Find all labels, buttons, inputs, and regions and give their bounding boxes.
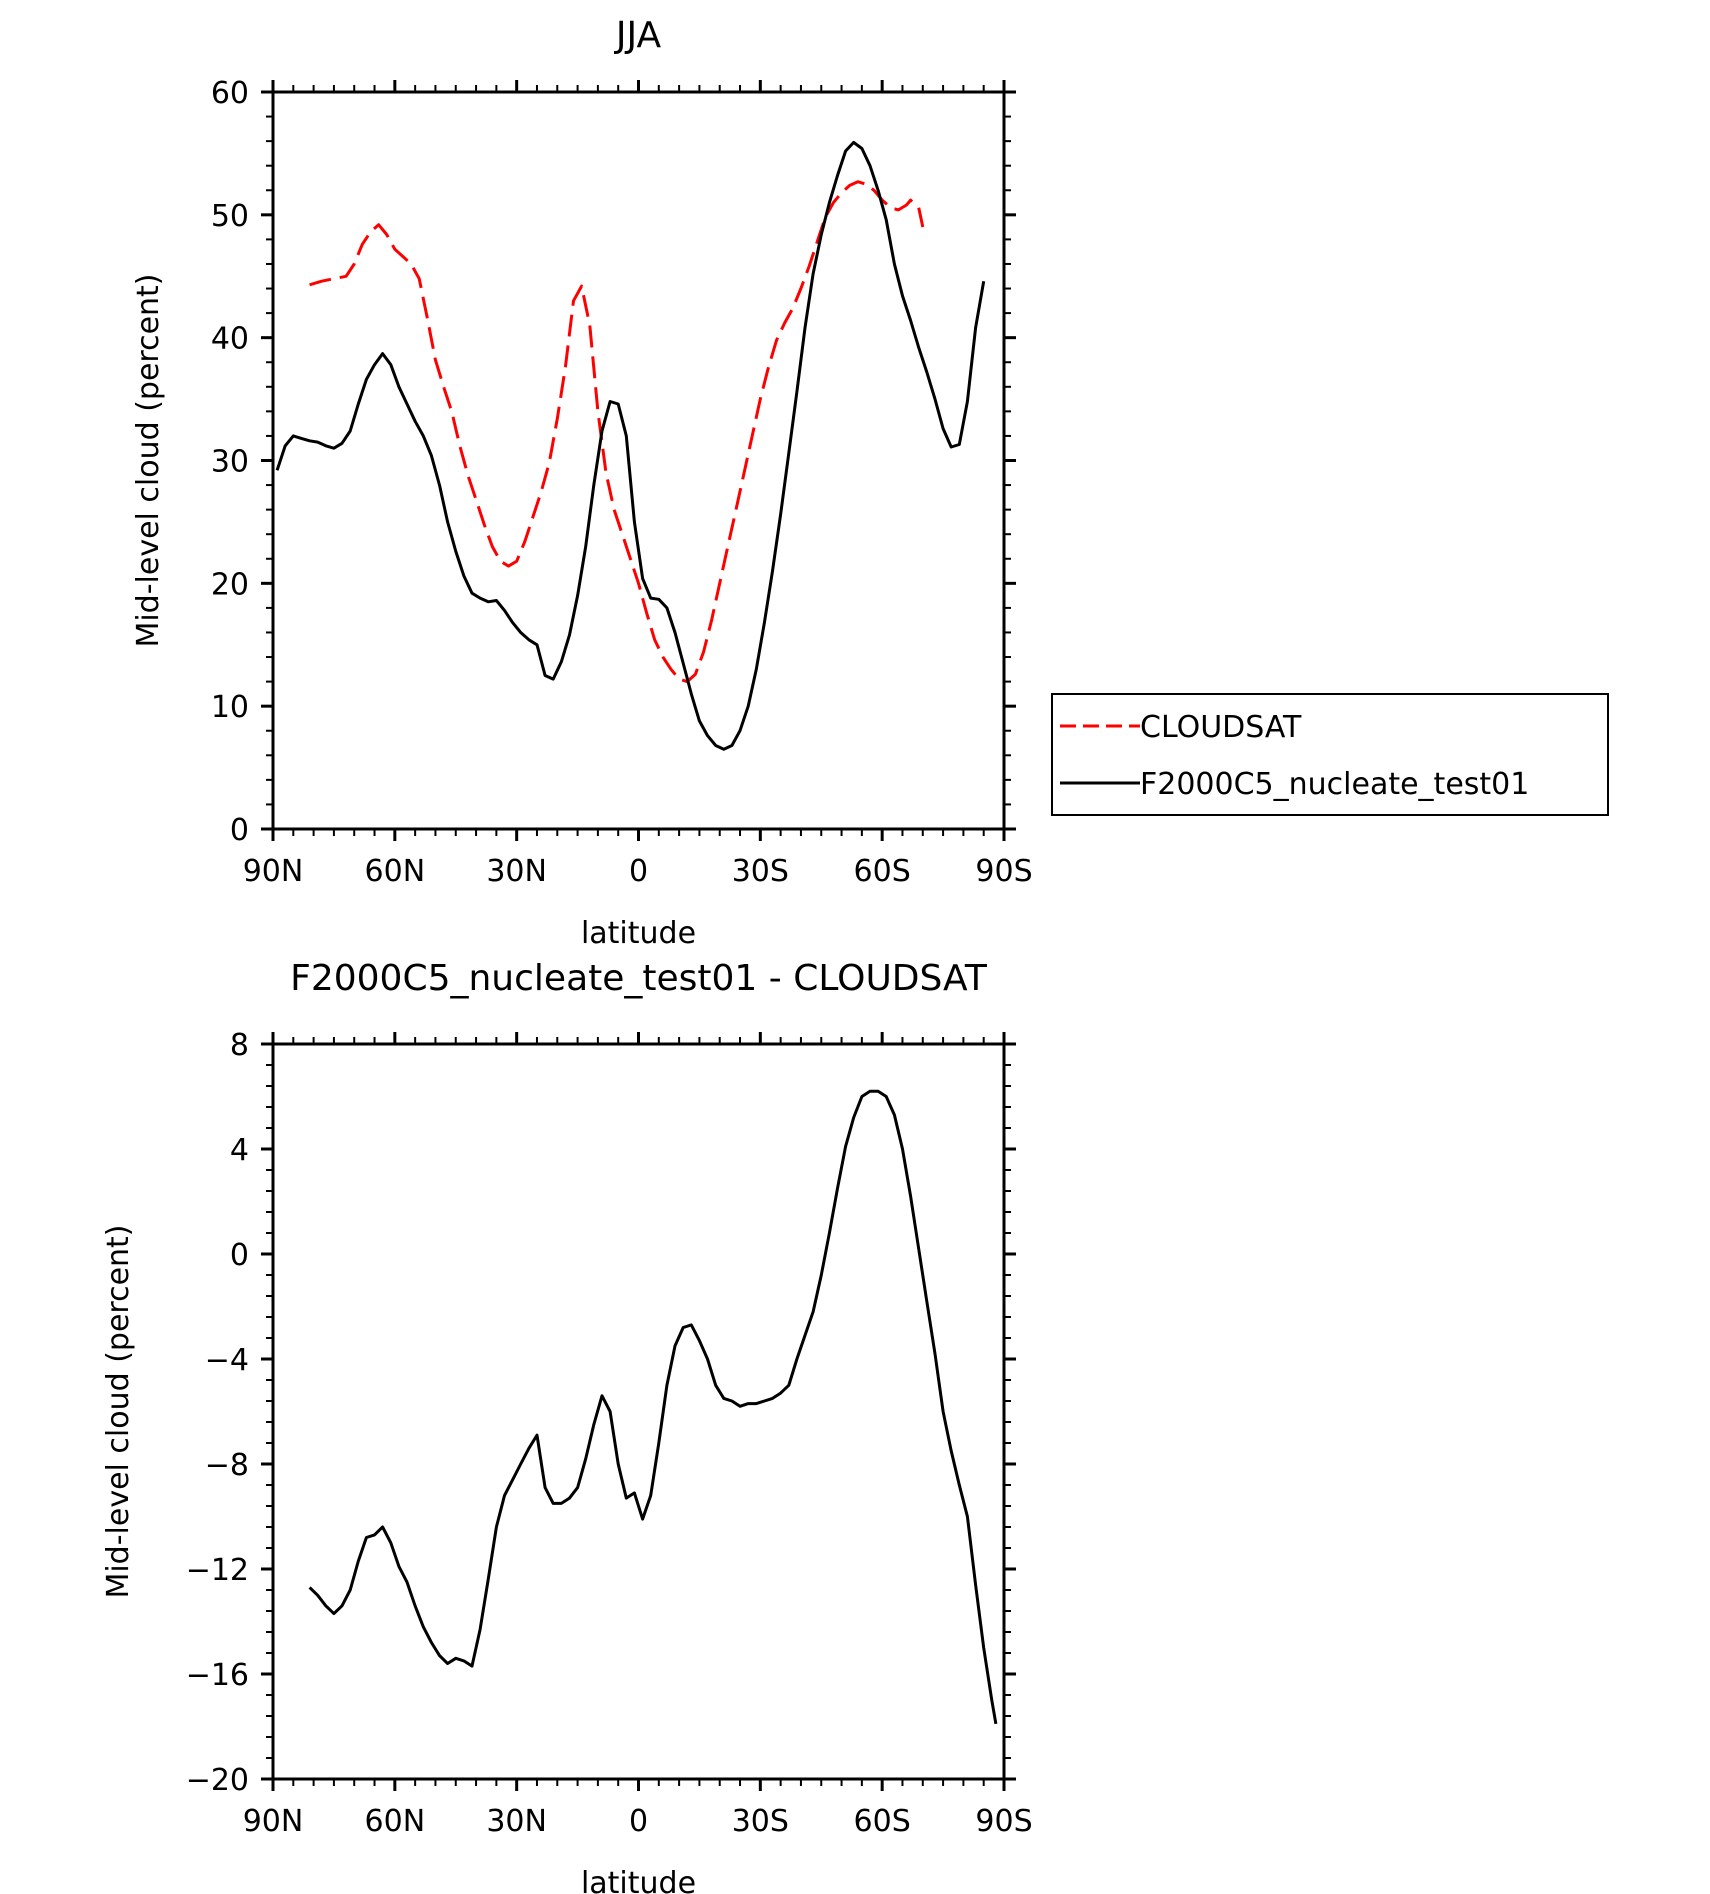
x-tick-label: 30S <box>732 1804 789 1839</box>
y-axis-label: Mid-level cloud (percent) <box>101 1224 136 1598</box>
chart-title: F2000C5_nucleate_test01 - CLOUDSAT <box>290 958 988 999</box>
legend-label: F2000C5_nucleate_test01 <box>1140 767 1529 802</box>
y-tick-label: 20 <box>211 567 249 602</box>
y-tick-label: −12 <box>186 1553 249 1588</box>
y-tick-label: −20 <box>186 1763 249 1798</box>
chart-top: 90N 60N 30N 0 30S 60S 90S 0 10 20 30 40 50 60 JJA latit… <box>131 15 1609 951</box>
x-tick-label: 90S <box>975 1804 1032 1839</box>
chart-bottom: 90N 60N 30N 0 30S 60S 90S −20 −16 −12 −8 −4 0 4 8 F2000… <box>101 958 1033 1894</box>
y-tick-label: −4 <box>205 1343 249 1378</box>
plot-frame <box>271 1042 1006 1781</box>
x-tick-label: 90S <box>975 854 1032 889</box>
x-tick-label: 90N <box>243 854 304 889</box>
series-line-model <box>275 140 986 751</box>
y-axis-label: Mid-level cloud (percent) <box>131 273 166 647</box>
legend-box <box>1051 693 1609 816</box>
x-tick-label: 60S <box>854 854 911 889</box>
y-tick-label: 30 <box>211 445 249 480</box>
x-tick-label: 30S <box>732 854 789 889</box>
y-tick-label: 40 <box>211 322 249 357</box>
x-tick-label: 60S <box>854 1804 911 1839</box>
legend-label: CLOUDSAT <box>1140 710 1302 745</box>
x-tick-label: 0 <box>629 1804 648 1839</box>
x-tick-label: 60N <box>365 854 426 889</box>
x-tick-label: 30N <box>486 1804 547 1839</box>
y-tick-label: 8 <box>230 1028 249 1063</box>
y-tick-label: 10 <box>211 690 249 725</box>
x-tick-label: 30N <box>486 854 547 889</box>
y-tick-label: 0 <box>230 813 249 848</box>
x-tick-label: 60N <box>365 1804 426 1839</box>
y-tick-label: 60 <box>211 76 249 111</box>
y-tick-label: −8 <box>205 1448 249 1483</box>
chart-title: JJA <box>614 15 662 56</box>
series-line-model <box>308 1089 998 1725</box>
y-tick-label: 0 <box>230 1238 249 1273</box>
x-tick-label: 90N <box>243 1804 304 1839</box>
y-tick-label: 50 <box>211 199 249 234</box>
plot-frame <box>271 90 1006 831</box>
x-axis-label: latitude <box>581 1866 696 1894</box>
y-tick-label: 4 <box>230 1133 249 1168</box>
y-tick-label: −16 <box>186 1658 249 1693</box>
x-tick-label: 0 <box>629 854 648 889</box>
series-line-cloudsat <box>309 180 925 684</box>
x-axis-label: latitude <box>581 916 696 951</box>
